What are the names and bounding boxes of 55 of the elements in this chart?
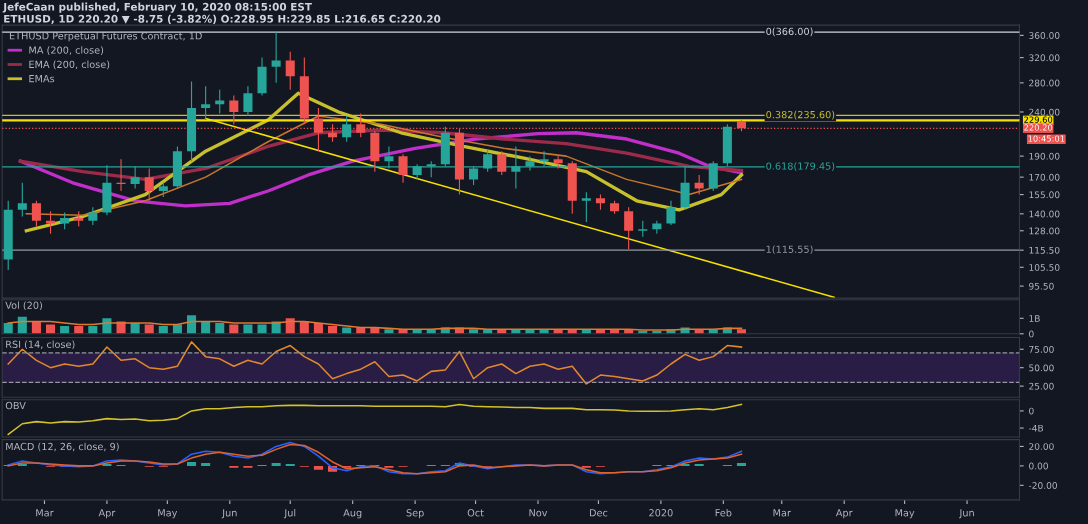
x-tick-label: Aug — [343, 509, 362, 519]
y-tick-label: 0.00 — [1029, 462, 1048, 470]
y-tick-label: 20.00 — [1029, 443, 1054, 450]
chart-title: MACD (12, 26, close, 9) — [6, 442, 119, 452]
legend-title: ETHUSD Perpetual Futures Contract, 1D — [9, 31, 202, 42]
legend-label: EMA (200, close) — [29, 60, 110, 70]
legend-label: EMAs — [29, 75, 55, 83]
x-tick-label: May — [158, 509, 178, 519]
chart-title: JefeCaan published, February 10, 2020 08:15:00 EST — [2, 2, 312, 13]
x-tick-label: Jun — [958, 509, 974, 519]
y-tick-label: 320.00 — [1029, 54, 1060, 62]
y-tick-label: 75.00 — [1029, 345, 1054, 353]
y-tick-label: 240.00 — [1029, 108, 1060, 116]
x-tick-label: Mar — [773, 509, 791, 517]
x-tick-label: Dec — [589, 509, 608, 517]
y-tick-label: 155.00 — [1029, 191, 1060, 199]
x-tick-label: Jul — [283, 508, 296, 519]
x-tick-label: Sep — [406, 509, 424, 519]
y-tick-label: 0 — [1029, 407, 1034, 415]
ref-line-label: 0.618(179.45) — [766, 162, 835, 171]
annotation: 220.20 — [1024, 124, 1053, 131]
ref-line-label: 0(366.00) — [766, 27, 813, 37]
ref-line-label: 0.382(235.60) — [766, 110, 835, 120]
text: 10:45:01 — [1028, 135, 1065, 142]
y-tick-label: 280.00 — [1029, 79, 1060, 87]
y-tick-label: 128.00 — [1029, 227, 1060, 235]
y-tick-label: 0 — [1029, 330, 1034, 338]
x-tick-label: Apr — [835, 509, 853, 519]
x-tick-label: 2020 — [649, 509, 673, 517]
y-tick-label: -4B — [1028, 424, 1044, 432]
y-tick-label: -20.00 — [1028, 482, 1057, 489]
x-tick-label: Mar — [36, 509, 54, 517]
chart-title: RSI (14, close) — [6, 340, 75, 350]
y-tick-label: 1B — [1029, 315, 1040, 322]
y-tick-label: 190.00 — [1029, 152, 1060, 160]
y-tick-label: 105.50 — [1029, 264, 1060, 271]
x-tick-label: Nov — [529, 509, 548, 517]
chart-subtitle: ETHUSD, 1D 220.20 ▼ -8.75 (-3.82%) O:228.95 H:229.85 L:216.65 C:220.20 — [4, 14, 441, 25]
y-tick-label: 95.50 — [1029, 282, 1054, 290]
x-tick-label: Feb — [715, 508, 732, 517]
y-tick-label: 170.00 — [1029, 173, 1060, 181]
y-tick-label: 360.00 — [1029, 32, 1060, 39]
x-tick-label: Jun — [221, 509, 237, 519]
x-tick-label: Oct — [467, 509, 484, 517]
y-tick-label: 140.00 — [1029, 210, 1060, 218]
y-tick-label: 50.00 — [1029, 364, 1054, 372]
x-tick-label: May — [895, 509, 915, 519]
legend-label: MA (200, close) — [29, 46, 104, 55]
y-tick-label: 115.50 — [1029, 246, 1060, 254]
y-tick-label: 25.00 — [1029, 382, 1054, 390]
annotation: 229.60 — [1024, 116, 1053, 123]
chart-title: Vol (20) — [5, 301, 42, 311]
chart-title: OBV — [5, 401, 26, 410]
x-tick-label: Apr — [98, 509, 116, 519]
ref-line-label: 1(115.55) — [766, 245, 813, 255]
